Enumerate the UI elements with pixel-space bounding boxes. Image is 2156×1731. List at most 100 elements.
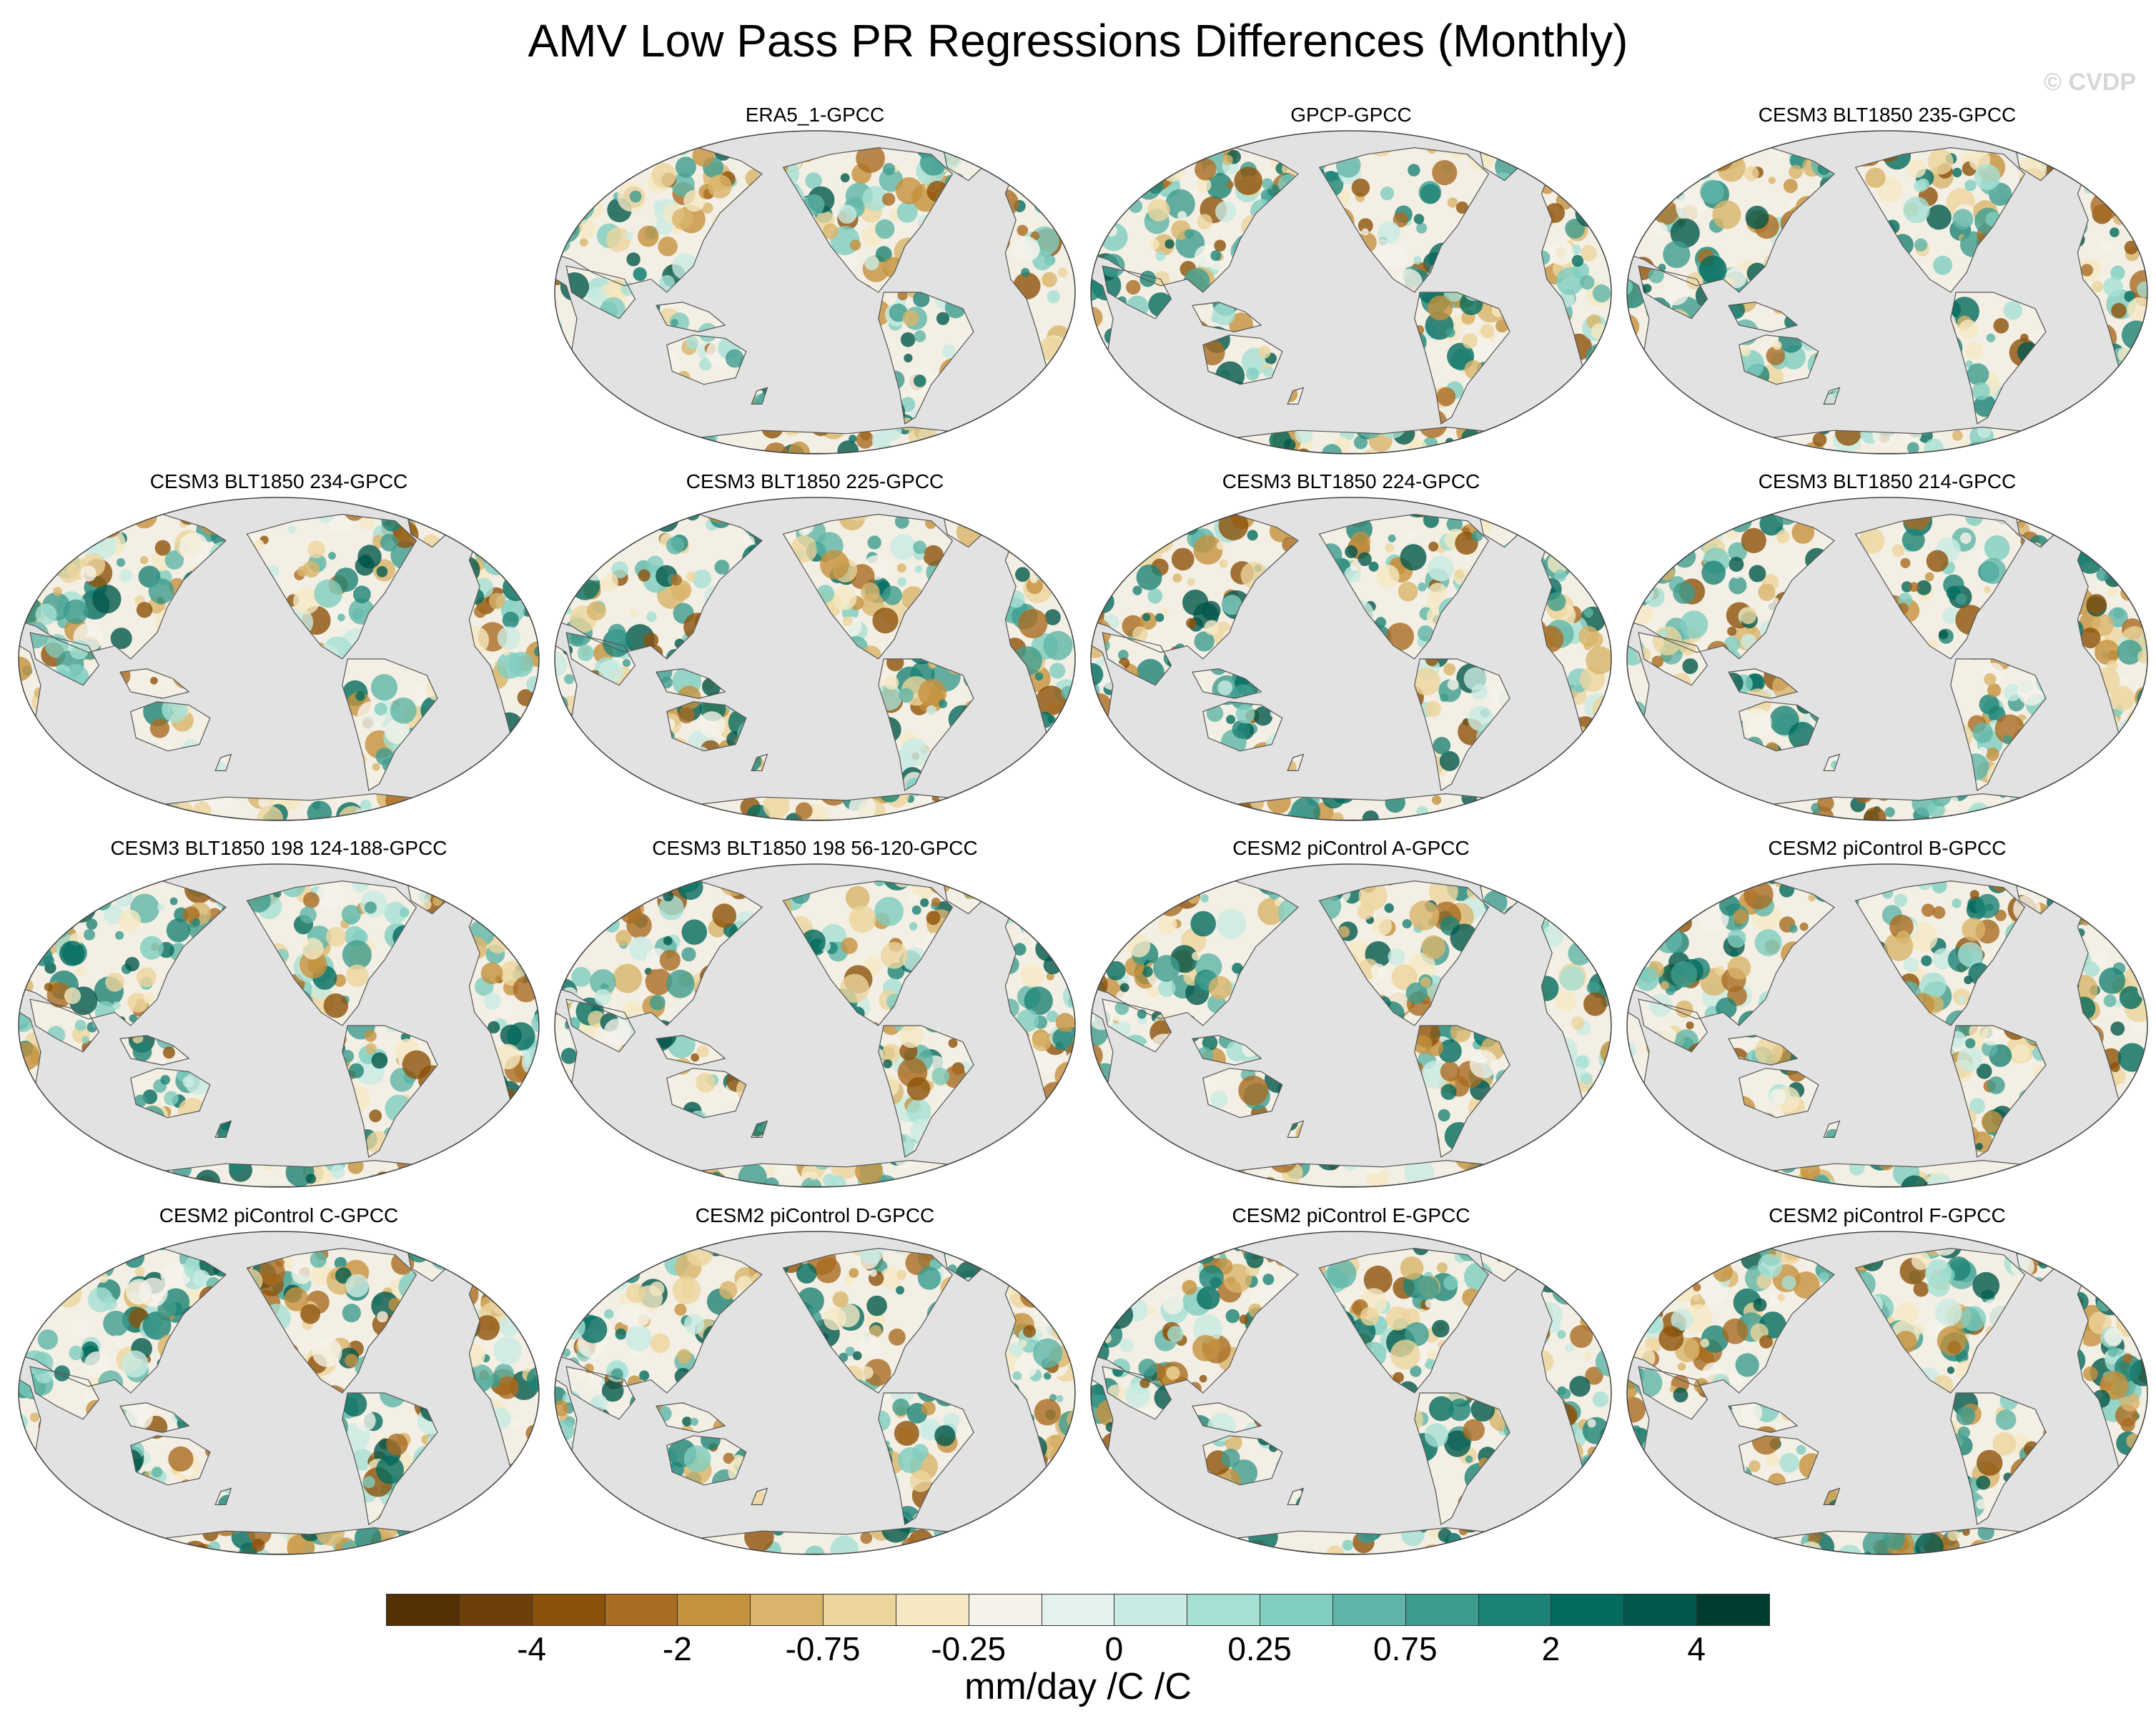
- coastline-arabia-india: [1638, 998, 1709, 1053]
- coastline-new-zealand: [1823, 1120, 1841, 1138]
- coastline-south-america: [1950, 658, 2047, 791]
- colorbar-swatch: [1041, 1594, 1115, 1626]
- coastline-arabia-india: [1638, 1366, 1709, 1420]
- colorbar-tick-label: 0.25: [1227, 1630, 1292, 1667]
- coastline-north-america: [1318, 147, 1490, 293]
- coastline-australia: [666, 334, 747, 385]
- colorbar-swatch: [386, 1594, 460, 1626]
- panel-title: CESM3 BLT1850 235-GPCC: [1758, 104, 2017, 126]
- world-map: [554, 497, 1076, 821]
- world-map: [18, 1231, 540, 1555]
- coastline-maritime: [1728, 1402, 1799, 1433]
- coastline-north-america: [1854, 880, 2026, 1026]
- coastline-maritime: [1192, 668, 1262, 699]
- colorbar-swatch: [968, 1594, 1042, 1626]
- world-map: [1626, 1231, 2148, 1555]
- coastline-new-zealand: [1287, 753, 1305, 771]
- colorbar-swatch: [1332, 1594, 1406, 1626]
- colorbar-tick-label: 2: [1541, 1630, 1561, 1667]
- coastline-south-america: [1414, 1025, 1510, 1158]
- coastline-europe-africa: [2077, 1261, 2147, 1493]
- panel-title: CESM3 BLT1850 198 124-188-GPCC: [110, 837, 447, 859]
- panel-title: CESM2 piControl D-GPCC: [695, 1204, 935, 1226]
- coastline-north-america: [1854, 1247, 2026, 1394]
- coastline-south-america: [1414, 658, 1510, 791]
- colorbar-tick-label: 0: [1104, 1630, 1124, 1667]
- coastline-europe-africa: [468, 1261, 539, 1493]
- panel-title: CESM2 piControl E-GPCC: [1232, 1204, 1470, 1226]
- map-border: [554, 863, 1076, 1188]
- figure-title: AMV Low Pass PR Regressions Differences …: [528, 15, 1628, 66]
- coastline-new-zealand: [214, 1487, 232, 1505]
- coastline-australia: [1739, 1435, 1819, 1486]
- coastline-maritime: [119, 1035, 190, 1066]
- map-border: [1090, 863, 1612, 1188]
- panel-title: CESM2 piControl C-GPCC: [159, 1204, 399, 1226]
- coastline-australia: [1202, 701, 1283, 752]
- coastline-new-zealand: [1287, 387, 1305, 405]
- coastline-arabia-india: [1102, 998, 1172, 1053]
- coastline-australia: [1739, 334, 1819, 385]
- panel-title: CESM3 BLT1850 214-GPCC: [1758, 470, 2017, 492]
- coastline-south-america: [878, 1392, 974, 1525]
- map-border: [18, 863, 540, 1188]
- panel-title: ERA5_1-GPCC: [745, 104, 885, 126]
- coastline-europe-africa: [1541, 893, 1611, 1126]
- coastline-arabia-india: [565, 998, 636, 1053]
- colorbar-swatch: [1696, 1594, 1770, 1626]
- coastline-maritime: [119, 668, 190, 699]
- colorbar: [386, 1594, 1770, 1626]
- map-panel: CESM3 BLT1850 198 124-188-GPCC: [14, 837, 543, 1194]
- coastline-maritime: [656, 668, 726, 699]
- coastline-new-zealand: [751, 1120, 768, 1138]
- world-map: [1090, 130, 1612, 455]
- panel-title: CESM2 piControl B-GPCC: [1768, 837, 2007, 859]
- coastline-europe-africa: [1004, 160, 1075, 392]
- colorbar-swatch: [895, 1594, 969, 1626]
- map-panel: CESM3 BLT1850 234-GPCC: [14, 470, 543, 828]
- coastline-south-america: [1414, 1392, 1510, 1525]
- colorbar-swatch: [1260, 1594, 1333, 1626]
- coastline-new-zealand: [1823, 1487, 1841, 1505]
- coastline-south-america: [1414, 292, 1510, 425]
- coastline-maritime: [1192, 1402, 1262, 1433]
- coastline-australia: [1202, 334, 1283, 385]
- panel-title: CESM2 piControl F-GPCC: [1769, 1204, 2006, 1226]
- coastline-south-america: [342, 1392, 438, 1525]
- coastline-arabia-india: [1102, 1366, 1172, 1420]
- map-panel: CESM2 piControl E-GPCC: [1087, 1204, 1616, 1562]
- map-border: [18, 497, 540, 821]
- world-map: [1090, 1231, 1612, 1555]
- coastline-arabia-india: [565, 265, 636, 319]
- map-panel: CESM3 BLT1850 224-GPCC: [1087, 470, 1616, 828]
- panel-title: CESM3 BLT1850 224-GPCC: [1222, 470, 1480, 492]
- coastline-arabia-india: [29, 632, 100, 686]
- colorbar-tick-label: -0.25: [931, 1630, 1007, 1667]
- map-border: [1626, 1231, 2148, 1555]
- coastline-maritime: [656, 302, 726, 332]
- map-panel: CESM2 piControl D-GPCC: [550, 1204, 1079, 1562]
- coastline-north-america: [782, 147, 954, 293]
- coastline-south-america: [342, 1025, 438, 1158]
- coastline-new-zealand: [751, 753, 768, 771]
- map-border: [1626, 497, 2148, 821]
- coastline-maritime: [1192, 1035, 1262, 1066]
- coastline-europe-africa: [2077, 893, 2147, 1126]
- map-border: [1090, 130, 1612, 455]
- world-map: [1090, 863, 1612, 1188]
- coastline-australia: [130, 1068, 211, 1119]
- coastline-new-zealand: [1823, 387, 1841, 405]
- world-map: [1090, 497, 1612, 821]
- world-map: [1626, 863, 2148, 1188]
- colorbar-swatch: [823, 1594, 896, 1626]
- world-map: [554, 130, 1076, 455]
- coastline-europe-africa: [2077, 160, 2147, 392]
- coastline-north-america: [782, 880, 954, 1026]
- coastline-maritime: [1728, 302, 1799, 332]
- coastline-maritime: [656, 1035, 726, 1066]
- panel-title: CESM3 BLT1850 234-GPCC: [149, 470, 408, 492]
- coastline-north-america: [1854, 147, 2026, 293]
- world-map: [554, 1231, 1076, 1555]
- coastline-new-zealand: [751, 387, 768, 405]
- world-map: [1626, 130, 2148, 455]
